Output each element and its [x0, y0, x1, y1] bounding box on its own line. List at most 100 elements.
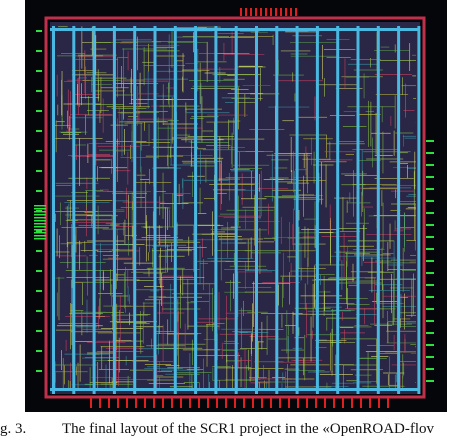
pin [34, 214, 46, 216]
pin [426, 368, 434, 370]
pin [297, 398, 299, 408]
pin [426, 188, 434, 190]
pin [426, 332, 434, 334]
pin [225, 398, 227, 408]
pin [285, 8, 287, 16]
pin [426, 296, 434, 298]
pin [306, 398, 308, 408]
power-stripe [295, 26, 299, 394]
pin [34, 208, 46, 210]
pin [34, 217, 46, 219]
power-rails [50, 26, 421, 394]
pin [34, 205, 46, 207]
pin [369, 398, 371, 408]
pin [378, 398, 380, 408]
pin [162, 398, 164, 408]
pin [426, 164, 434, 166]
pin [36, 290, 42, 292]
pin [36, 310, 42, 312]
pin [426, 320, 434, 322]
power-stripe [356, 26, 360, 394]
pin [270, 398, 272, 408]
pin [36, 370, 42, 372]
pin [207, 398, 209, 408]
pin [426, 140, 434, 142]
power-ring [50, 388, 420, 391]
power-stripe [255, 26, 258, 394]
power-stripe [194, 26, 198, 394]
pin [36, 170, 42, 172]
power-stripe [397, 26, 401, 394]
power-stripe [173, 26, 177, 394]
pin [36, 70, 42, 72]
pin [126, 398, 128, 408]
io-pins [34, 8, 434, 408]
pin [288, 398, 290, 408]
pin [426, 248, 434, 250]
die-boundary [44, 16, 426, 399]
pin [260, 8, 262, 16]
figure-label: g. 3. [0, 421, 27, 437]
pin [426, 176, 434, 178]
power-stripe [52, 26, 55, 394]
pin [426, 260, 434, 262]
pin [315, 398, 317, 408]
pin [250, 8, 252, 16]
pin [36, 230, 42, 232]
pin [426, 200, 434, 202]
pin [426, 236, 434, 238]
pin [36, 110, 42, 112]
pin [36, 50, 42, 52]
pin [36, 250, 42, 252]
pin [290, 8, 292, 16]
pin [333, 398, 335, 408]
pin [265, 8, 267, 16]
pin [426, 152, 434, 154]
pin [280, 8, 282, 16]
pin [36, 150, 42, 152]
power-stripe [275, 26, 279, 394]
pin [117, 398, 119, 408]
pin [234, 398, 236, 408]
pin [360, 398, 362, 408]
pin [426, 224, 434, 226]
pin [90, 398, 92, 408]
pin [351, 398, 353, 408]
power-stripe [92, 26, 96, 394]
pin [324, 398, 326, 408]
power-stripe [234, 26, 238, 394]
pin [240, 8, 242, 16]
pin [426, 344, 434, 346]
pin [255, 8, 257, 16]
pin [34, 220, 46, 222]
pin [275, 8, 277, 16]
power-stripe [315, 26, 319, 394]
pin [426, 272, 434, 274]
power-stripe [153, 26, 157, 394]
pin [295, 8, 297, 16]
pin [252, 398, 254, 408]
power-stripe [133, 26, 137, 394]
pin [108, 398, 110, 408]
pin [36, 90, 42, 92]
pin [426, 212, 434, 214]
power-stripe [336, 26, 340, 394]
pin [34, 226, 46, 228]
pin [153, 398, 155, 408]
pin [36, 270, 42, 272]
pin [34, 211, 46, 213]
pin [99, 398, 101, 408]
figure-caption: The final layout of the SCR1 project in … [62, 421, 435, 437]
pin [426, 284, 434, 286]
pin [34, 223, 46, 225]
pin [36, 350, 42, 352]
pin [34, 232, 46, 234]
pin [426, 356, 434, 358]
power-stripe [72, 26, 76, 394]
pin [36, 30, 42, 32]
pin [36, 330, 42, 332]
pin [270, 8, 272, 16]
pin [34, 229, 46, 231]
pin [245, 8, 247, 16]
